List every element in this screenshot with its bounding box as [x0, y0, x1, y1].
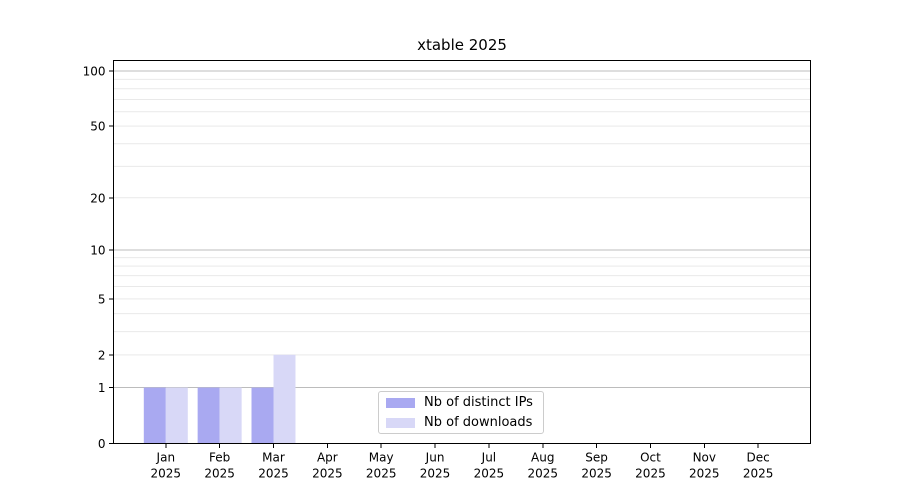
y-tick-label-5: 5	[98, 292, 106, 306]
x-tick-label-month-sep: Sep	[585, 451, 608, 465]
bar-nb-of-distinct-ips-jan	[143, 387, 166, 444]
legend-swatch-distinct-ips	[386, 397, 415, 408]
x-tick-label-year-mar: 2025	[258, 467, 289, 481]
x-tick-label-month-aug: Aug	[531, 451, 554, 465]
bar-nb-of-downloads-feb	[219, 387, 242, 444]
axes-spines	[113, 60, 811, 444]
legend-row-downloads: Nb of downloads	[379, 413, 543, 433]
bar-nb-of-downloads-mar	[273, 354, 296, 444]
x-tick-label-year-oct: 2025	[635, 467, 666, 481]
y-tick-label-20: 20	[90, 191, 105, 205]
x-tick-label-year-nov: 2025	[689, 467, 720, 481]
legend-label-downloads: Nb of downloads	[424, 414, 533, 430]
x-tick-label-month-jul: Jul	[481, 451, 496, 465]
bar-nb-of-distinct-ips-mar	[251, 387, 274, 444]
legend: Nb of distinct IPs Nb of downloads	[378, 391, 544, 434]
x-tick-label-year-dec: 2025	[743, 467, 774, 481]
y-tick-label-10: 10	[90, 243, 105, 257]
x-tick-label-year-jun: 2025	[420, 467, 451, 481]
x-tick-label-month-nov: Nov	[693, 451, 716, 465]
legend-swatch-downloads	[386, 417, 415, 428]
x-tick-label-year-may: 2025	[366, 467, 397, 481]
x-tick-label-month-apr: Apr	[317, 451, 338, 465]
bar-nb-of-distinct-ips-feb	[197, 387, 220, 444]
x-tick-label-month-oct: Oct	[640, 451, 661, 465]
x-tick-label-year-sep: 2025	[581, 467, 612, 481]
x-tick-label-year-jan: 2025	[151, 467, 182, 481]
x-tick-label-year-jul: 2025	[474, 467, 505, 481]
legend-label-distinct-ips: Nb of distinct IPs	[424, 394, 533, 410]
y-tick-label-100: 100	[83, 65, 106, 79]
x-tick-label-year-apr: 2025	[312, 467, 343, 481]
x-tick-label-month-may: May	[369, 451, 394, 465]
x-tick-label-month-mar: Mar	[262, 451, 285, 465]
x-tick-label-year-aug: 2025	[527, 467, 558, 481]
x-tick-label-year-feb: 2025	[204, 467, 235, 481]
y-tick-label-50: 50	[90, 120, 105, 134]
x-tick-label-month-dec: Dec	[747, 451, 770, 465]
y-tick-label-1: 1	[98, 381, 106, 395]
chart-title: xtable 2025	[417, 36, 507, 54]
bar-nb-of-downloads-jan	[165, 387, 188, 444]
legend-row-distinct-ips: Nb of distinct IPs	[379, 393, 543, 413]
x-tick-label-month-feb: Feb	[209, 451, 230, 465]
y-tick-label-2: 2	[98, 348, 106, 362]
x-tick-label-month-jan: Jan	[156, 451, 176, 465]
x-tick-label-month-jun: Jun	[425, 451, 445, 465]
y-tick-label-0: 0	[98, 437, 106, 451]
